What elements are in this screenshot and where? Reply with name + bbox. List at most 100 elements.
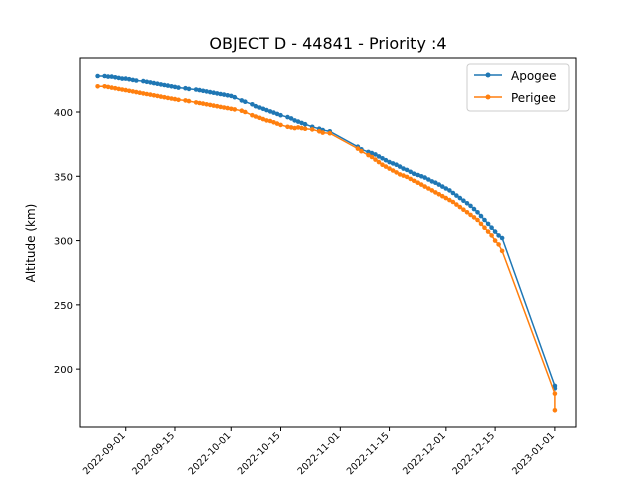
legend-apogee-marker <box>485 72 491 78</box>
data-point-perigee <box>475 217 480 223</box>
data-point-perigee <box>176 97 181 103</box>
data-point-perigee <box>464 210 470 215</box>
data-point-perigee <box>366 152 371 158</box>
data-point-perigee <box>112 85 118 91</box>
data-point-perigee <box>105 84 111 90</box>
data-point-perigee <box>482 225 487 230</box>
y-tick-label: 400 <box>54 108 73 119</box>
data-point-perigee <box>373 157 378 162</box>
data-point-perigee <box>221 105 227 110</box>
data-point-perigee <box>492 238 498 243</box>
data-point-perigee <box>211 103 216 108</box>
data-point-apogee <box>499 235 505 241</box>
data-point-perigee <box>359 148 364 154</box>
data-point-perigee <box>299 125 304 131</box>
data-point-perigee <box>165 95 171 101</box>
data-point-apogee <box>243 99 248 104</box>
data-point-perigee <box>295 125 301 130</box>
data-point-apogee <box>475 210 480 215</box>
data-point-perigee <box>162 94 167 100</box>
data-point-perigee <box>433 190 438 195</box>
data-point-apogee <box>151 80 157 86</box>
data-point-apogee <box>492 229 498 234</box>
data-point-perigee <box>415 180 421 185</box>
y-tick-label: 250 <box>54 301 73 312</box>
data-point-apogee <box>404 167 410 173</box>
data-point-perigee <box>141 91 146 96</box>
legend: Apogee Perigee <box>466 63 570 112</box>
y-tick-label: 350 <box>54 172 73 183</box>
plot-area <box>95 73 558 413</box>
data-point-apogee <box>464 201 470 206</box>
data-point-perigee <box>200 101 206 106</box>
data-point-perigee <box>116 86 121 92</box>
data-point-perigee <box>232 107 238 112</box>
data-point-apogee <box>411 171 417 176</box>
data-point-perigee <box>450 199 456 205</box>
data-point-apogee <box>123 76 128 81</box>
data-point-perigee <box>253 114 259 119</box>
data-point-apogee <box>468 203 473 209</box>
data-point-perigee <box>204 102 209 107</box>
data-point-perigee <box>401 173 406 178</box>
data-point-perigee <box>426 186 431 191</box>
data-point-perigee <box>292 125 297 131</box>
data-point-perigee <box>411 178 417 184</box>
data-point-perigee <box>309 127 315 132</box>
data-point-apogee <box>397 164 403 169</box>
legend-apogee-label: Apogee <box>511 69 557 83</box>
data-point-perigee <box>264 118 269 123</box>
data-point-apogee <box>200 88 206 94</box>
data-point-apogee <box>415 172 421 178</box>
data-point-apogee <box>285 114 290 120</box>
data-point-perigee <box>408 176 414 182</box>
data-point-apogee <box>383 157 389 163</box>
data-point-apogee <box>394 162 399 167</box>
data-point-apogee <box>232 94 238 100</box>
data-point-apogee <box>482 217 487 223</box>
data-point-perigee <box>239 108 245 113</box>
data-point-apogee <box>221 92 227 97</box>
series-perigee <box>95 84 558 413</box>
data-point-perigee <box>285 124 290 130</box>
data-point-apogee <box>134 78 139 83</box>
data-point-apogee <box>148 80 153 85</box>
data-point-perigee <box>394 170 399 175</box>
data-point-apogee <box>229 93 234 99</box>
data-point-perigee <box>274 121 280 126</box>
data-point-apogee <box>376 154 382 159</box>
data-point-perigee <box>123 87 128 93</box>
data-point-apogee <box>102 73 107 79</box>
data-point-perigee <box>327 130 333 136</box>
data-point-perigee <box>243 109 248 115</box>
data-point-perigee <box>552 408 558 413</box>
data-point-apogee <box>454 193 459 198</box>
data-point-perigee <box>376 159 382 165</box>
data-point-perigee <box>355 146 361 151</box>
data-point-apogee <box>267 109 273 114</box>
data-point-perigee <box>383 164 389 169</box>
data-point-perigee <box>443 195 449 201</box>
y-tick-label: 200 <box>54 365 73 376</box>
data-point-apogee <box>176 85 181 90</box>
data-point-apogee <box>239 98 245 103</box>
data-point-apogee <box>401 166 406 171</box>
data-point-perigee <box>109 85 114 90</box>
data-point-apogee <box>169 84 174 89</box>
data-point-apogee <box>155 81 160 86</box>
data-point-perigee <box>457 204 463 210</box>
data-point-perigee <box>260 116 266 122</box>
data-point-perigee <box>144 91 150 97</box>
data-point-apogee <box>366 149 371 155</box>
data-point-perigee <box>552 391 558 396</box>
data-point-apogee <box>260 106 266 112</box>
data-point-perigee <box>193 100 199 105</box>
data-point-apogee <box>302 121 308 127</box>
data-point-apogee <box>95 73 100 79</box>
data-point-apogee <box>172 84 178 90</box>
data-point-apogee <box>141 78 146 84</box>
y-axis-label: Altitude (km) <box>24 204 38 283</box>
data-point-perigee <box>369 154 375 160</box>
data-point-perigee <box>436 192 442 197</box>
